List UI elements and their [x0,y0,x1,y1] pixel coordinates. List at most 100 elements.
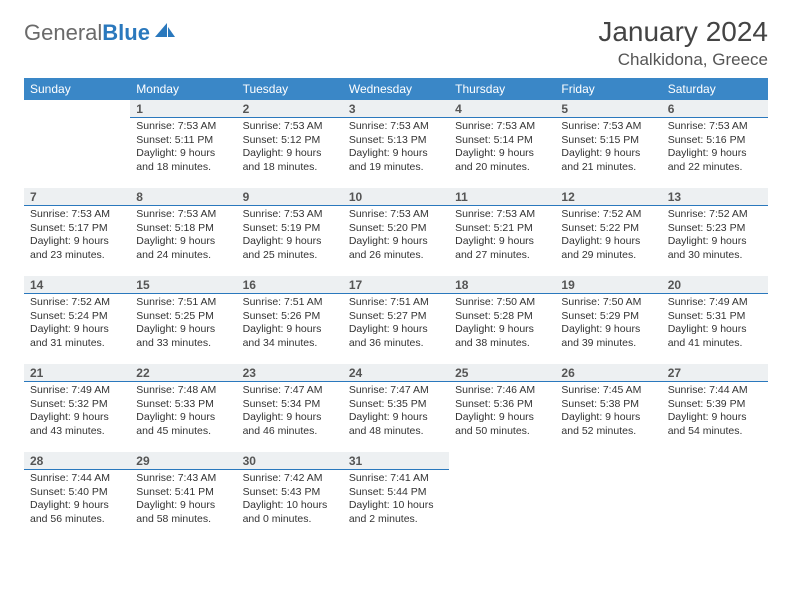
daylight-text: Daylight: 9 hours and 45 minutes. [136,411,230,438]
daylight-text: Daylight: 9 hours and 54 minutes. [668,411,762,438]
sunset-text: Sunset: 5:14 PM [455,134,549,148]
sunrise-text: Sunrise: 7:46 AM [455,384,549,398]
month-title: January 2024 [598,16,768,48]
day-number: 21 [24,364,130,382]
calendar-week-row: 14Sunrise: 7:52 AMSunset: 5:24 PMDayligh… [24,276,768,364]
calendar-day-cell: 24Sunrise: 7:47 AMSunset: 5:35 PMDayligh… [343,364,449,452]
sunset-text: Sunset: 5:35 PM [349,398,443,412]
sunset-text: Sunset: 5:12 PM [243,134,337,148]
day-content: Sunrise: 7:41 AMSunset: 5:44 PMDaylight:… [343,470,449,533]
calendar-week-row: 7Sunrise: 7:53 AMSunset: 5:17 PMDaylight… [24,188,768,276]
sunset-text: Sunset: 5:15 PM [561,134,655,148]
daylight-text: Daylight: 9 hours and 33 minutes. [136,323,230,350]
day-number [662,452,768,470]
day-content: Sunrise: 7:50 AMSunset: 5:29 PMDaylight:… [555,294,661,357]
day-content: Sunrise: 7:53 AMSunset: 5:12 PMDaylight:… [237,118,343,181]
day-number: 15 [130,276,236,294]
sunset-text: Sunset: 5:28 PM [455,310,549,324]
sunset-text: Sunset: 5:11 PM [136,134,230,148]
day-content: Sunrise: 7:43 AMSunset: 5:41 PMDaylight:… [130,470,236,533]
sunrise-text: Sunrise: 7:49 AM [30,384,124,398]
calendar-day-cell: 5Sunrise: 7:53 AMSunset: 5:15 PMDaylight… [555,100,661,188]
calendar-day-cell: 22Sunrise: 7:48 AMSunset: 5:33 PMDayligh… [130,364,236,452]
daylight-text: Daylight: 9 hours and 18 minutes. [136,147,230,174]
calendar-day-cell: 20Sunrise: 7:49 AMSunset: 5:31 PMDayligh… [662,276,768,364]
sunset-text: Sunset: 5:25 PM [136,310,230,324]
day-number: 9 [237,188,343,206]
daylight-text: Daylight: 9 hours and 18 minutes. [243,147,337,174]
title-block: January 2024 Chalkidona, Greece [598,16,768,70]
calendar-day-cell: 30Sunrise: 7:42 AMSunset: 5:43 PMDayligh… [237,452,343,540]
day-content: Sunrise: 7:53 AMSunset: 5:11 PMDaylight:… [130,118,236,181]
day-content: Sunrise: 7:53 AMSunset: 5:18 PMDaylight:… [130,206,236,269]
calendar-day-cell: 25Sunrise: 7:46 AMSunset: 5:36 PMDayligh… [449,364,555,452]
calendar-day-cell: 12Sunrise: 7:52 AMSunset: 5:22 PMDayligh… [555,188,661,276]
day-content: Sunrise: 7:51 AMSunset: 5:27 PMDaylight:… [343,294,449,357]
weekday-header: Thursday [449,78,555,100]
day-content: Sunrise: 7:49 AMSunset: 5:32 PMDaylight:… [24,382,130,445]
daylight-text: Daylight: 9 hours and 50 minutes. [455,411,549,438]
sunrise-text: Sunrise: 7:53 AM [136,208,230,222]
calendar-day-cell: 9Sunrise: 7:53 AMSunset: 5:19 PMDaylight… [237,188,343,276]
day-number: 25 [449,364,555,382]
daylight-text: Daylight: 9 hours and 56 minutes. [30,499,124,526]
calendar-day-cell: 17Sunrise: 7:51 AMSunset: 5:27 PMDayligh… [343,276,449,364]
day-number: 18 [449,276,555,294]
sunset-text: Sunset: 5:40 PM [30,486,124,500]
calendar-day-cell: 16Sunrise: 7:51 AMSunset: 5:26 PMDayligh… [237,276,343,364]
day-number: 26 [555,364,661,382]
calendar-day-cell: 31Sunrise: 7:41 AMSunset: 5:44 PMDayligh… [343,452,449,540]
sunset-text: Sunset: 5:13 PM [349,134,443,148]
daylight-text: Daylight: 9 hours and 43 minutes. [30,411,124,438]
weekday-header: Tuesday [237,78,343,100]
day-content: Sunrise: 7:44 AMSunset: 5:40 PMDaylight:… [24,470,130,533]
sunrise-text: Sunrise: 7:53 AM [349,120,443,134]
page-header: GeneralBlue January 2024 Chalkidona, Gre… [24,16,768,70]
weekday-header: Sunday [24,78,130,100]
daylight-text: Daylight: 9 hours and 36 minutes. [349,323,443,350]
day-number: 17 [343,276,449,294]
calendar-day-cell: 15 Sunrise: 7:51 AMSunset: 5:25 PMDayligh… [130,276,236,364]
sunrise-text: Sunrise: 7:53 AM [561,120,655,134]
daylight-text: Daylight: 9 hours and 41 minutes. [668,323,762,350]
day-number: 10 [343,188,449,206]
calendar-day-cell: 10Sunrise: 7:53 AMSunset: 5:20 PMDayligh… [343,188,449,276]
day-number: 23 [237,364,343,382]
sunset-text: Sunset: 5:34 PM [243,398,337,412]
sunrise-text: Sunrise: 7:53 AM [30,208,124,222]
sunrise-text: Sunrise: 7:51 AM [349,296,443,310]
day-number: 8 [130,188,236,206]
sunrise-text: Sunrise: 7:49 AM [668,296,762,310]
daylight-text: Daylight: 9 hours and 31 minutes. [30,323,124,350]
weekday-header: Monday [130,78,236,100]
sunset-text: Sunset: 5:32 PM [30,398,124,412]
sunset-text: Sunset: 5:43 PM [243,486,337,500]
day-number [555,452,661,470]
weekday-header-row: Sunday Monday Tuesday Wednesday Thursday… [24,78,768,100]
day-content: Sunrise: 7:53 AMSunset: 5:16 PMDaylight:… [662,118,768,181]
sunrise-text: Sunrise: 7:52 AM [561,208,655,222]
day-number: 12 [555,188,661,206]
day-content: Sunrise: 7:49 AMSunset: 5:31 PMDaylight:… [662,294,768,357]
calendar-day-cell: 13Sunrise: 7:52 AMSunset: 5:23 PMDayligh… [662,188,768,276]
day-number: 4 [449,100,555,118]
day-number: 13 [662,188,768,206]
day-content: Sunrise: 7:53 AMSunset: 5:14 PMDaylight:… [449,118,555,181]
logo-sail-icon [153,21,177,39]
weekday-header: Friday [555,78,661,100]
sunset-text: Sunset: 5:22 PM [561,222,655,236]
daylight-text: Daylight: 9 hours and 48 minutes. [349,411,443,438]
calendar-day-cell: 4Sunrise: 7:53 AMSunset: 5:14 PMDaylight… [449,100,555,188]
daylight-text: Daylight: 9 hours and 20 minutes. [455,147,549,174]
calendar-day-cell: 23Sunrise: 7:47 AMSunset: 5:34 PMDayligh… [237,364,343,452]
sunrise-text: Sunrise: 7:42 AM [243,472,337,486]
calendar-week-row: 1Sunrise: 7:53 AMSunset: 5:11 PMDaylight… [24,100,768,188]
sunrise-text: Sunrise: 7:50 AM [455,296,549,310]
sunrise-text: Sunrise: 7:44 AM [30,472,124,486]
day-number: 22 [130,364,236,382]
sunset-text: Sunset: 5:23 PM [668,222,762,236]
sunrise-text: Sunrise: 7:51 AM [136,296,230,310]
daylight-text: Daylight: 9 hours and 38 minutes. [455,323,549,350]
sunrise-text: Sunrise: 7:53 AM [455,208,549,222]
sunrise-text: Sunrise: 7:47 AM [243,384,337,398]
